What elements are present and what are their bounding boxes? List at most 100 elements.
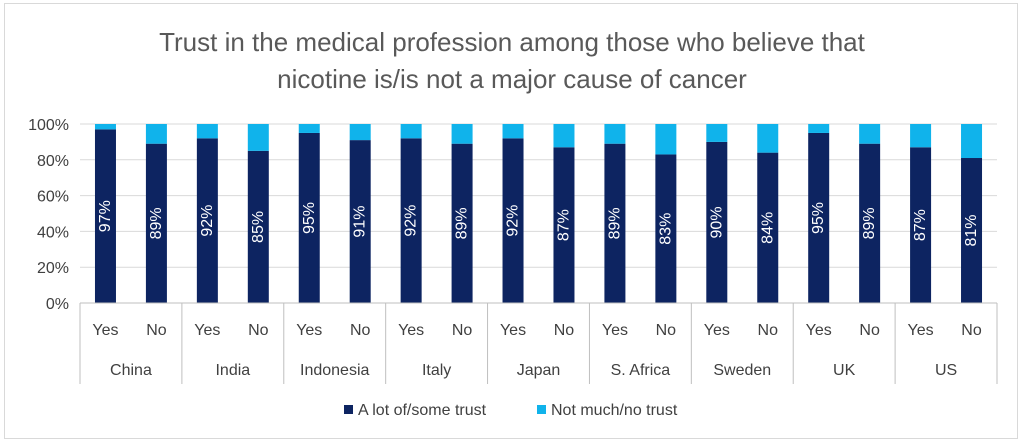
bar-trust	[247, 150, 269, 303]
x-subcategory-label: Yes	[194, 322, 220, 339]
chart: Trust in the medical profession among th…	[28, 27, 998, 419]
y-tick-label: 40%	[37, 224, 69, 241]
data-label: 83%	[657, 213, 674, 245]
legend-label-trust: A lot of/some trust	[358, 402, 487, 419]
bar-trust	[94, 129, 116, 303]
bar-no-trust	[400, 124, 422, 139]
x-group-label: Sweden	[713, 362, 771, 379]
legend-swatch-trust	[344, 405, 353, 414]
bar-no-trust	[910, 124, 932, 148]
bar-no-trust	[553, 124, 575, 148]
bar-no-trust	[196, 124, 218, 139]
chart-frame: Trust in the medical profession among th…	[4, 3, 1018, 439]
legend-label-no-trust: Not much/no trust	[551, 402, 678, 419]
data-label: 97%	[97, 200, 114, 232]
bar-trust	[298, 132, 320, 303]
chart-title-line-1: Trust in the medical profession among th…	[159, 27, 866, 57]
data-label: 92%	[505, 205, 522, 237]
bar-no-trust	[706, 124, 728, 142]
x-subcategory-label: Yes	[602, 322, 628, 339]
chart-title: Trust in the medical profession among th…	[159, 27, 866, 94]
data-label: 95%	[810, 202, 827, 234]
bar-trust	[400, 138, 422, 303]
x-axis: Yes No China Yes No India Yes No Indonesia Yes No I…	[79, 302, 998, 384]
x-subcategory-label: No	[961, 322, 982, 339]
data-label: 89%	[454, 207, 471, 239]
x-subcategory-label: No	[350, 322, 371, 339]
data-label: 95%	[301, 202, 318, 234]
x-subcategory-label: Yes	[908, 322, 934, 339]
data-label: 89%	[148, 207, 165, 239]
data-label: 89%	[861, 207, 878, 239]
bar-no-trust	[298, 124, 320, 133]
bar-trust	[451, 143, 473, 303]
x-subcategory-label: Yes	[806, 322, 832, 339]
x-subcategory-label: Yes	[500, 322, 526, 339]
bar-trust	[757, 152, 779, 303]
bar-no-trust	[94, 124, 116, 130]
x-subcategory-label: No	[554, 322, 575, 339]
legend: A lot of/some trust Not much/no trust	[344, 402, 678, 419]
data-label: 91%	[352, 206, 369, 238]
data-label: 87%	[912, 209, 929, 241]
data-labels: 97% 89% 92% 85% 95% 91% 92% 89% 92% 87% 89% 83% 90% 8…	[97, 200, 980, 246]
bar-trust	[349, 140, 371, 303]
bar-no-trust	[502, 124, 524, 139]
data-label: 87%	[555, 209, 572, 241]
bar-no-trust	[859, 124, 881, 144]
bar-trust	[553, 147, 575, 303]
bar-no-trust	[145, 124, 167, 144]
data-label: 92%	[403, 205, 420, 237]
x-group-label: India	[215, 362, 250, 379]
bar-no-trust	[451, 124, 473, 144]
bar-no-trust	[349, 124, 371, 141]
bars	[94, 124, 983, 303]
data-label: 85%	[250, 211, 267, 243]
y-axis: 0% 20% 40% 60% 80% 100%	[28, 117, 69, 313]
y-tick-label: 60%	[37, 189, 69, 206]
data-label: 92%	[199, 205, 216, 237]
bar-trust	[859, 143, 881, 303]
x-subcategory-label: No	[146, 322, 167, 339]
y-tick-label: 80%	[37, 153, 69, 170]
bar-no-trust	[247, 124, 269, 151]
x-subcategory-label: Yes	[92, 322, 118, 339]
bar-no-trust	[961, 124, 983, 159]
x-subcategory-label: No	[758, 322, 779, 339]
x-group-label: UK	[833, 362, 856, 379]
y-tick-label: 20%	[37, 260, 69, 277]
x-subcategory-label: No	[248, 322, 269, 339]
x-group-label: S. Africa	[611, 362, 671, 379]
x-group-label: US	[935, 362, 957, 379]
x-subcategory-label: Yes	[398, 322, 424, 339]
y-tick-label: 0%	[46, 296, 69, 313]
bar-trust	[502, 138, 524, 303]
legend-swatch-no-trust	[537, 405, 546, 414]
data-label: 89%	[606, 207, 623, 239]
bar-trust	[910, 147, 932, 303]
bar-no-trust	[808, 124, 830, 133]
bar-trust	[604, 143, 626, 303]
x-subcategory-label: Yes	[704, 322, 730, 339]
x-group-label: Italy	[422, 362, 451, 379]
data-label: 90%	[708, 206, 725, 238]
chart-title-line-2: nicotine is/is not a major cause of canc…	[277, 64, 747, 94]
bar-trust	[655, 154, 677, 303]
bar-no-trust	[655, 124, 677, 155]
data-label: 81%	[963, 214, 980, 246]
bar-trust	[196, 138, 218, 303]
data-label: 84%	[759, 212, 776, 244]
x-subcategory-label: No	[859, 322, 880, 339]
bar-trust	[961, 158, 983, 303]
bar-no-trust	[757, 124, 779, 153]
y-tick-label: 100%	[28, 117, 69, 134]
x-subcategory-label: No	[452, 322, 473, 339]
x-group-label: Japan	[517, 362, 561, 379]
bar-trust	[706, 141, 728, 303]
x-group-label: China	[110, 362, 152, 379]
bar-trust	[145, 143, 167, 303]
bar-no-trust	[604, 124, 626, 144]
x-group-label: Indonesia	[300, 362, 369, 379]
x-subcategory-label: Yes	[296, 322, 322, 339]
x-subcategory-label: No	[656, 322, 677, 339]
